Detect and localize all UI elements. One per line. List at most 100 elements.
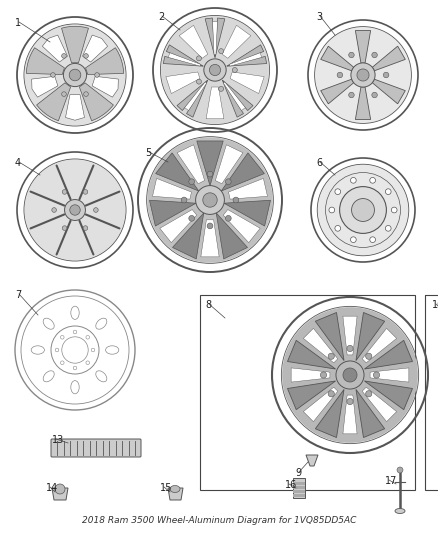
Circle shape (335, 189, 341, 195)
Polygon shape (155, 153, 199, 191)
Polygon shape (370, 368, 409, 382)
Text: 13: 13 (52, 435, 64, 445)
Bar (293, 494, 305, 497)
Ellipse shape (395, 508, 405, 513)
Polygon shape (223, 80, 244, 117)
Circle shape (320, 372, 327, 378)
Circle shape (349, 92, 354, 98)
Polygon shape (362, 328, 397, 363)
Ellipse shape (170, 486, 180, 492)
Circle shape (350, 177, 356, 183)
Polygon shape (362, 387, 397, 422)
Polygon shape (160, 209, 197, 243)
Polygon shape (227, 45, 264, 66)
Polygon shape (321, 46, 354, 71)
Circle shape (383, 72, 389, 78)
Polygon shape (52, 488, 68, 500)
Polygon shape (173, 213, 204, 259)
Text: 8: 8 (205, 300, 211, 310)
Text: 14: 14 (46, 483, 58, 493)
Polygon shape (356, 312, 385, 361)
Polygon shape (216, 213, 247, 259)
Circle shape (94, 208, 98, 212)
Circle shape (370, 177, 375, 183)
Circle shape (62, 54, 66, 58)
Circle shape (70, 205, 80, 215)
Circle shape (25, 25, 125, 125)
Circle shape (64, 63, 87, 86)
Circle shape (391, 207, 397, 213)
Polygon shape (82, 35, 108, 62)
Polygon shape (168, 488, 183, 500)
Circle shape (207, 171, 213, 177)
Circle shape (366, 391, 372, 397)
Circle shape (347, 398, 353, 405)
Polygon shape (201, 220, 219, 257)
Circle shape (343, 368, 357, 382)
Circle shape (52, 208, 57, 212)
Circle shape (203, 193, 217, 207)
Text: 1: 1 (15, 18, 21, 28)
Polygon shape (223, 209, 260, 243)
Bar (293, 478, 305, 498)
Circle shape (147, 138, 272, 263)
Circle shape (372, 92, 377, 98)
FancyBboxPatch shape (51, 439, 141, 457)
Polygon shape (85, 48, 124, 75)
Polygon shape (227, 56, 267, 66)
Polygon shape (291, 368, 330, 382)
Circle shape (366, 353, 372, 359)
Text: 6: 6 (316, 158, 322, 168)
Circle shape (349, 52, 354, 58)
Circle shape (233, 197, 239, 203)
Circle shape (207, 223, 213, 229)
Circle shape (219, 49, 224, 54)
Polygon shape (364, 381, 413, 410)
Polygon shape (168, 53, 201, 66)
Polygon shape (355, 87, 371, 119)
Circle shape (196, 185, 224, 214)
Polygon shape (321, 79, 354, 104)
Polygon shape (66, 95, 85, 120)
Text: 17: 17 (385, 476, 397, 486)
Text: 15: 15 (160, 483, 173, 493)
Polygon shape (212, 22, 217, 54)
Circle shape (372, 52, 377, 58)
Circle shape (209, 64, 221, 76)
Polygon shape (166, 45, 203, 66)
Polygon shape (205, 18, 215, 58)
Circle shape (62, 190, 67, 194)
Circle shape (25, 159, 125, 261)
Polygon shape (223, 80, 253, 110)
Polygon shape (229, 179, 268, 199)
Circle shape (84, 54, 88, 58)
Circle shape (226, 215, 231, 221)
Circle shape (350, 237, 356, 243)
Circle shape (51, 72, 55, 77)
Text: 2018 Ram 3500 Wheel-Aluminum Diagram for 1VQ85DD5AC: 2018 Ram 3500 Wheel-Aluminum Diagram for… (82, 516, 356, 525)
Polygon shape (179, 25, 208, 58)
Circle shape (282, 307, 418, 443)
Polygon shape (372, 79, 405, 104)
Circle shape (197, 79, 201, 84)
Polygon shape (315, 390, 344, 438)
Bar (293, 490, 305, 492)
Circle shape (219, 86, 224, 91)
Bar (293, 482, 305, 484)
Circle shape (189, 179, 194, 184)
Polygon shape (37, 83, 71, 121)
Bar (293, 486, 305, 489)
Polygon shape (185, 82, 207, 110)
Circle shape (83, 226, 88, 230)
Polygon shape (343, 395, 357, 434)
Circle shape (204, 59, 226, 81)
Circle shape (64, 199, 85, 221)
Circle shape (397, 467, 403, 473)
Bar (200, 295, 415, 490)
Polygon shape (26, 48, 64, 75)
Text: 7: 7 (15, 290, 21, 300)
Circle shape (374, 372, 380, 378)
Bar (425, 295, 438, 490)
Text: 5: 5 (145, 148, 151, 158)
Text: 2: 2 (158, 12, 164, 22)
